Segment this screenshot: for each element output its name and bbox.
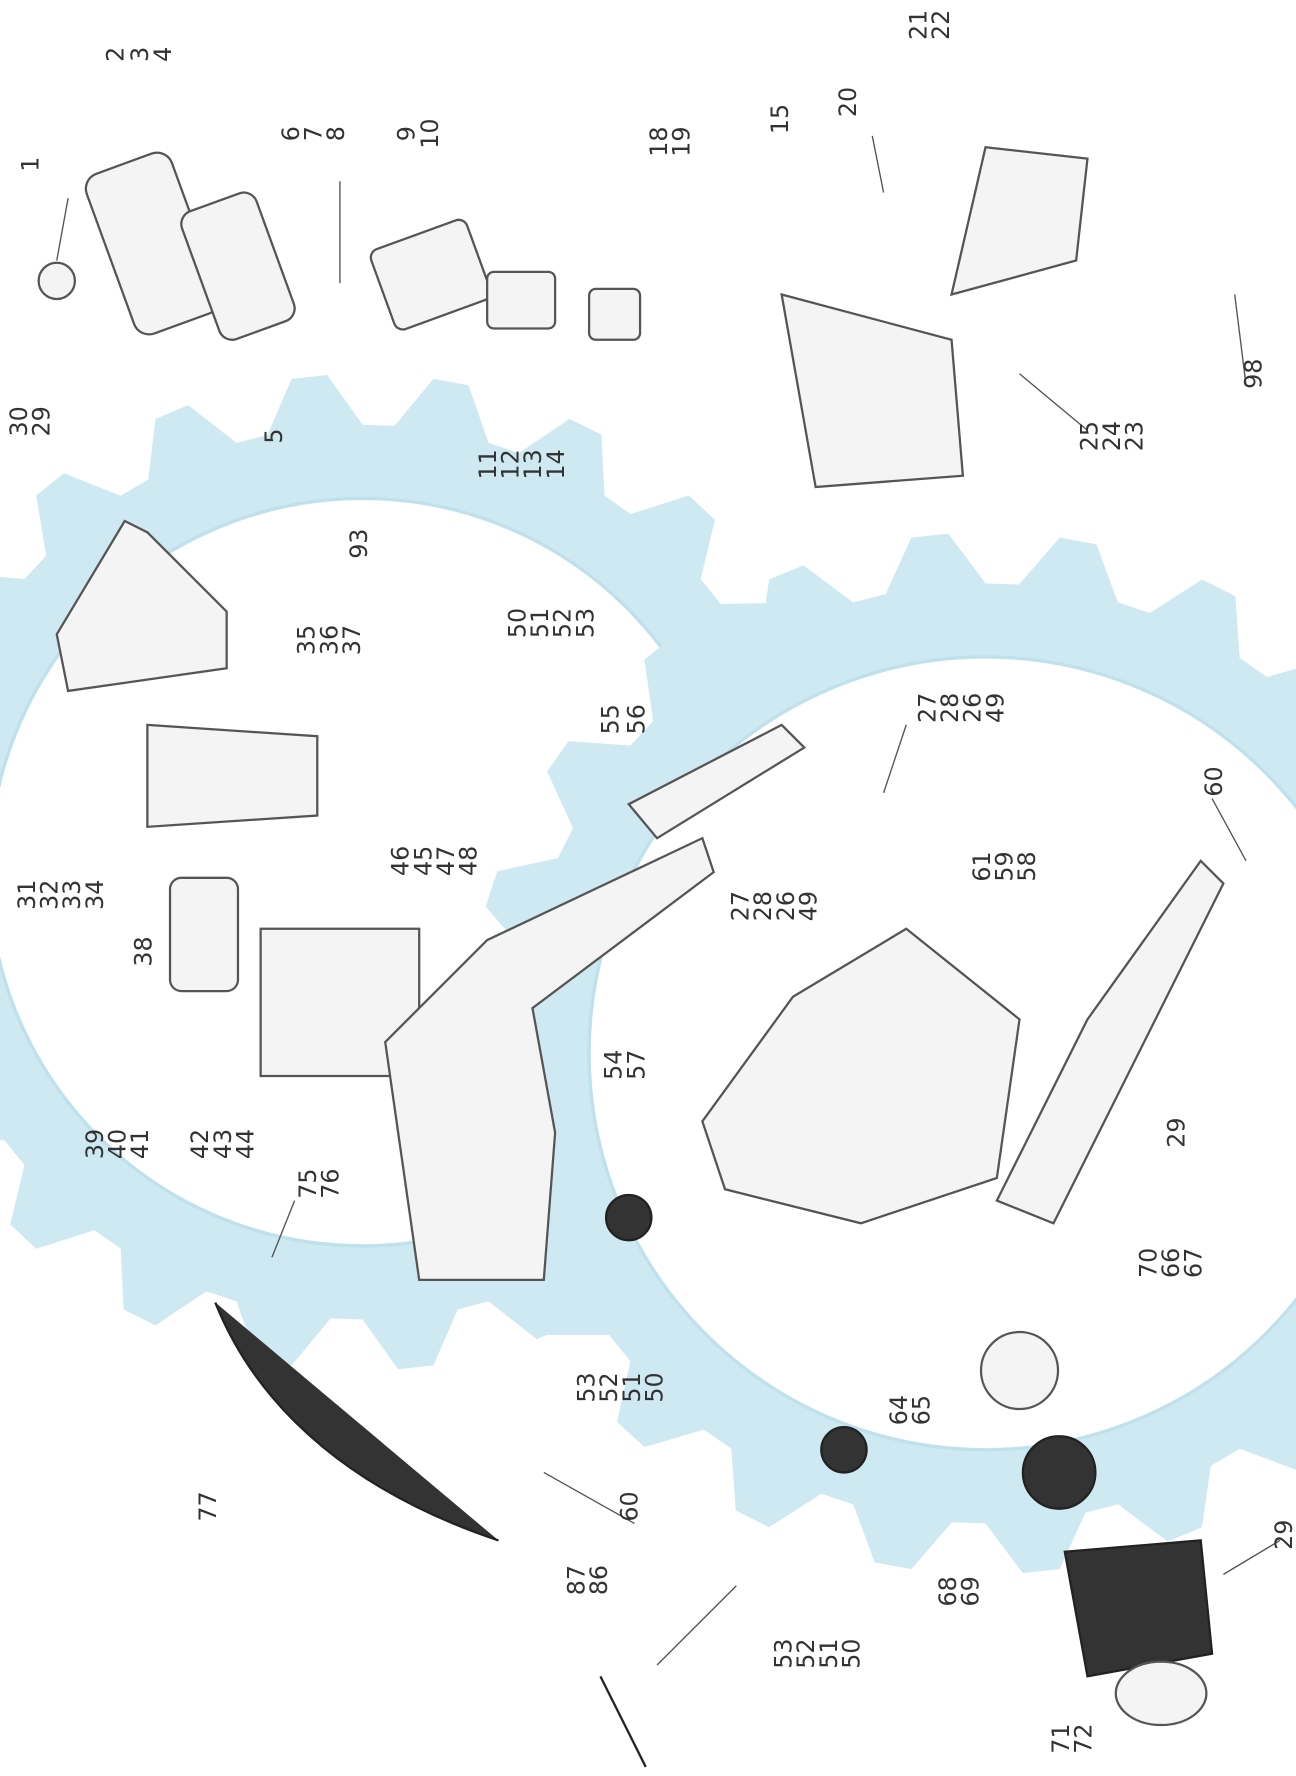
callout: 22	[927, 10, 955, 40]
parts	[37, 135, 1281, 1768]
callout: 75	[294, 1168, 322, 1198]
callout: 19	[668, 126, 696, 156]
callout: 93	[345, 529, 373, 559]
callout: 36	[315, 625, 343, 655]
callout: 52	[595, 1372, 623, 1402]
callout: 30	[5, 406, 33, 436]
callout: 28	[749, 891, 777, 921]
callout: 49	[981, 693, 1009, 723]
callout: 86	[585, 1565, 613, 1595]
callout: 29	[1270, 1520, 1296, 1550]
callout: 72	[1070, 1723, 1098, 1753]
callout: 52	[792, 1639, 820, 1669]
callout: 27	[913, 693, 941, 723]
callout: 57	[622, 1050, 650, 1080]
callout: 44	[232, 1129, 260, 1159]
callout: 29	[28, 406, 56, 436]
callout: 51	[618, 1372, 646, 1402]
callout: 31	[13, 880, 41, 910]
callout: 20	[834, 87, 862, 117]
callout: 50	[838, 1639, 866, 1669]
callout: 53	[571, 608, 599, 638]
callout: 64	[885, 1395, 913, 1425]
callout: 15	[766, 104, 794, 134]
callout: 52	[549, 608, 577, 638]
callout: 1	[16, 157, 44, 172]
callout: 77	[194, 1491, 222, 1521]
callout: 51	[526, 608, 554, 638]
callout: 24	[1098, 421, 1126, 451]
callout: 67	[1180, 1248, 1208, 1278]
callout: 27	[727, 891, 755, 921]
callout: 34	[81, 880, 109, 910]
callout: 60	[1200, 766, 1228, 796]
callout: 35	[293, 625, 321, 655]
callout: 55	[596, 704, 624, 734]
callout: 10	[416, 119, 444, 149]
callout: 43	[209, 1129, 237, 1159]
callout: 39	[81, 1129, 109, 1159]
callout: 70	[1134, 1248, 1162, 1278]
callout: 66	[1157, 1248, 1185, 1278]
callout: 26	[959, 693, 987, 723]
callout: 50	[503, 608, 531, 638]
callout: 3	[126, 47, 154, 62]
callout: 13	[519, 449, 547, 479]
callout: 54	[600, 1050, 628, 1080]
callout: 2	[101, 47, 129, 62]
callout: 28	[936, 693, 964, 723]
callout: 12	[497, 449, 525, 479]
callout: 49	[794, 891, 822, 921]
callout: 59	[990, 851, 1018, 881]
callout: 33	[58, 880, 86, 910]
callout: 68	[934, 1576, 962, 1606]
callout: 46	[387, 846, 415, 876]
callout: 25	[1075, 421, 1103, 451]
callout: 53	[770, 1639, 798, 1669]
callout: 29	[1163, 1118, 1191, 1148]
callout: 5	[260, 429, 288, 444]
callout: 23	[1121, 421, 1149, 451]
callout: 53	[572, 1372, 600, 1402]
callout: 58	[1013, 851, 1041, 881]
callout: 65	[908, 1395, 936, 1425]
callout: 69	[956, 1576, 984, 1606]
callout: 9	[392, 126, 420, 141]
callout: 87	[562, 1565, 590, 1595]
callout: 50	[640, 1372, 668, 1402]
callout: 32	[36, 880, 64, 910]
callout: 14	[542, 449, 570, 479]
callout: 71	[1047, 1723, 1075, 1753]
callout: 6	[277, 126, 305, 141]
callout: 98	[1240, 359, 1268, 389]
callout: 51	[815, 1639, 843, 1669]
callout: 38	[130, 936, 158, 966]
callout: 11	[474, 449, 502, 479]
callout: 4	[149, 47, 177, 62]
callout: 76	[316, 1168, 344, 1198]
callout: 21	[904, 10, 932, 40]
callout: 42	[186, 1129, 214, 1159]
callout: 26	[772, 891, 800, 921]
callout: 8	[322, 126, 350, 141]
callout: 47	[432, 846, 460, 876]
callout: 45	[409, 846, 437, 876]
callout: 60	[616, 1491, 644, 1521]
callout: 61	[968, 851, 996, 881]
callout: 37	[338, 625, 366, 655]
callout: 7	[300, 126, 328, 141]
callout: 48	[455, 846, 483, 876]
callout: 41	[126, 1129, 154, 1159]
callout: 56	[622, 704, 650, 734]
callout: 40	[104, 1129, 132, 1159]
callout: 18	[645, 126, 673, 156]
